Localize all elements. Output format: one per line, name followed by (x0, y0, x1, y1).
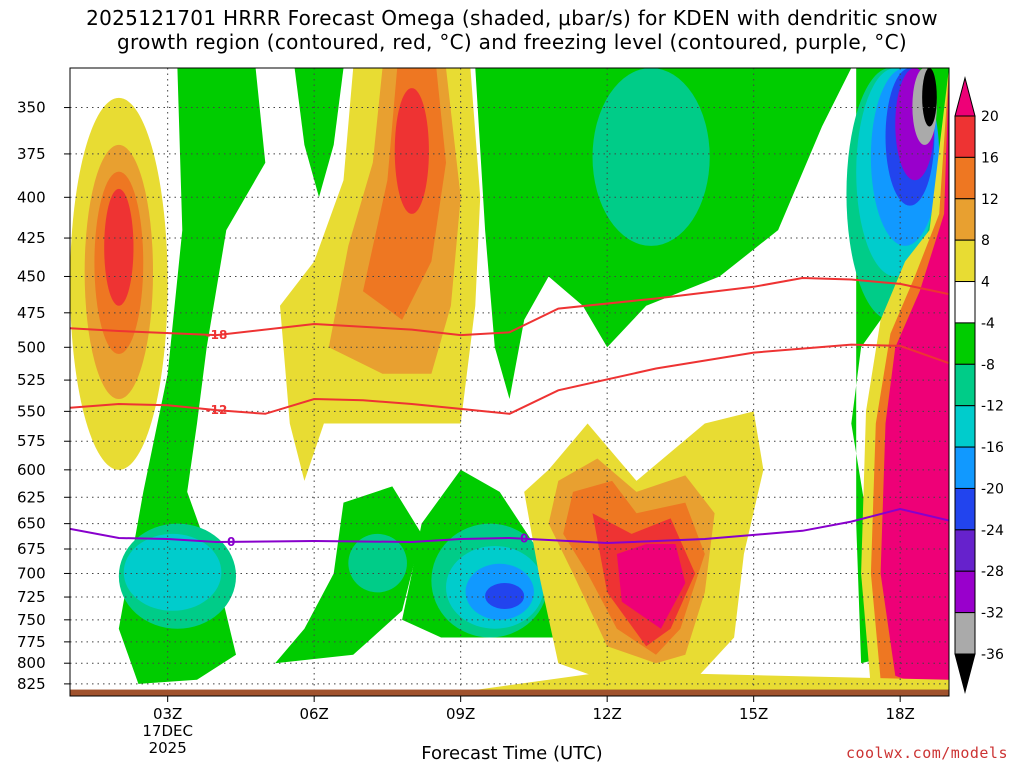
y-tick-label: 525 (17, 371, 46, 389)
omega-teal-core (348, 533, 407, 593)
y-tick-label: 375 (17, 145, 46, 163)
contour-label: 0 (520, 532, 528, 546)
colorbar-bin (954, 529, 976, 572)
omega-magenta-region (616, 544, 686, 629)
omega-teal-core (592, 68, 710, 246)
y-tick-label: 625 (17, 488, 46, 506)
y-tick-label: 825 (17, 675, 46, 693)
contour-line (70, 276, 949, 337)
colorbar-bin (954, 405, 976, 448)
omega-shading (70, 68, 949, 696)
omega-red-region (104, 188, 134, 306)
y-tick-label: 475 (17, 304, 46, 322)
colorbar-bin (954, 281, 976, 324)
contour-label: -12 (206, 403, 228, 417)
x-tick-sublabel: 17DEC (142, 722, 193, 740)
colorbar-label: 20 (981, 109, 999, 125)
y-axis-ticks: 350 375 400 425 450 475 500 525 550 575 600 625 650 6… (17, 99, 70, 693)
contour-label: -18 (206, 328, 228, 342)
colorbar-bin (954, 239, 976, 283)
colorbar-label: -8 (981, 357, 995, 373)
colorbar: 20 16 12 8 4 -4 -8 -12 -16 -20 -24 -28 -32 -36 (954, 76, 1004, 694)
x-tick-label: 15Z (739, 705, 768, 723)
x-tick-label: 09Z (446, 705, 475, 723)
x-tick-label: 06Z (299, 705, 328, 723)
colorbar-label: -36 (981, 647, 1004, 663)
x-tick-label: 03Z (153, 705, 182, 723)
credit-link[interactable]: coolwx.com/models (845, 744, 1008, 762)
x-tick-sublabel: 2025 (149, 739, 187, 757)
colorbar-bin (954, 198, 976, 241)
omega-cyan-core (123, 533, 222, 611)
plot-frame (69, 67, 950, 697)
x-tick-label: 18Z (885, 705, 914, 723)
colorbar-label: -28 (981, 564, 1004, 580)
colorbar-bottom-arrow (954, 653, 976, 694)
chart-title: 2025121701 HRRR Forecast Omega (shaded, … (0, 6, 1024, 54)
colorbar-bin (954, 487, 976, 531)
colorbar-bin (954, 322, 976, 365)
colorbar-label: -32 (981, 606, 1004, 622)
omega-darkblue-core (485, 582, 525, 609)
colorbar-label: -24 (981, 523, 1004, 539)
y-tick-label: 575 (17, 432, 46, 450)
colorbar-top-arrow (954, 76, 976, 117)
y-tick-label: 500 (17, 338, 46, 356)
colorbar-bin (954, 363, 976, 407)
y-tick-label: 750 (17, 611, 46, 629)
y-tick-label: 725 (17, 588, 46, 606)
y-tick-label: 600 (17, 461, 46, 479)
y-tick-label: 350 (17, 99, 46, 117)
y-tick-label: 675 (17, 540, 46, 558)
colorbar-bin (954, 570, 976, 614)
omega-green-region (294, 68, 344, 198)
y-tick-label: 650 (17, 515, 46, 533)
contour-label: 0 (227, 535, 235, 549)
grid-lines (70, 68, 949, 696)
axes (69, 67, 950, 697)
title-line-1: 2025121701 HRRR Forecast Omega (shaded, … (86, 6, 938, 30)
colorbar-label: 12 (981, 192, 999, 208)
y-tick-label: 775 (17, 633, 46, 651)
contour-lines: -18 -12 0 0 (70, 276, 949, 549)
contour-line (70, 507, 949, 545)
x-axis-label: Forecast Time (UTC) (421, 743, 603, 764)
y-tick-label: 400 (17, 188, 46, 206)
y-tick-label: 550 (17, 402, 46, 420)
colorbar-bin (954, 156, 976, 200)
omega-black-core (922, 68, 937, 127)
omega-yellow-region (460, 671, 949, 692)
ground-surface (70, 689, 949, 696)
x-tick-label: 12Z (592, 705, 621, 723)
terrain-bar (70, 689, 949, 696)
title-line-2: growth region (contoured, red, °C) and f… (117, 30, 907, 54)
colorbar-bin (954, 446, 976, 489)
omega-magenta-region (880, 68, 949, 696)
contour-line (70, 343, 949, 415)
y-tick-label: 425 (17, 229, 46, 247)
colorbar-label: 8 (981, 233, 990, 249)
y-tick-label: 450 (17, 267, 46, 285)
colorbar-label: 16 (981, 150, 999, 166)
omega-red-region (394, 88, 429, 214)
colorbar-bin (954, 115, 976, 158)
omega-green-region (275, 486, 422, 664)
colorbar-label: -12 (981, 399, 1004, 415)
colorbar-label: -20 (981, 481, 1004, 497)
y-tick-label: 700 (17, 564, 46, 582)
colorbar-label: -4 (981, 316, 995, 332)
colorbar-label: -16 (981, 440, 1004, 456)
colorbar-bin (954, 612, 976, 655)
y-tick-label: 800 (17, 654, 46, 672)
colorbar-label: 4 (981, 275, 990, 291)
